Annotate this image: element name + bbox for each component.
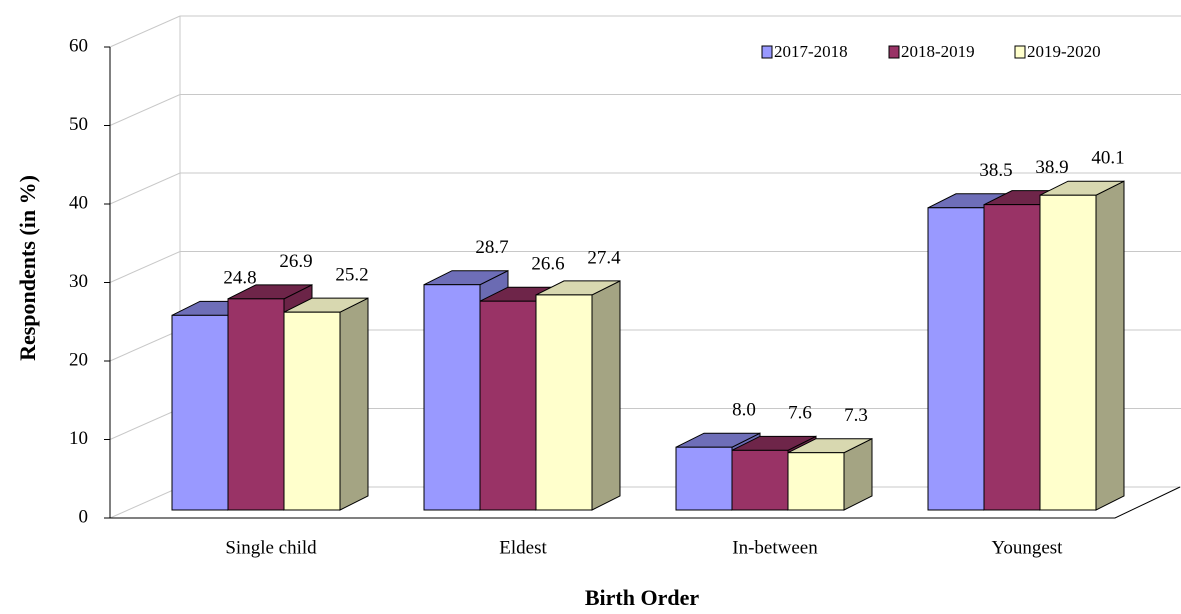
- grid-line: [109, 94, 1181, 126]
- data-label: 7.6: [788, 403, 812, 424]
- legend-label: 2017-2018: [774, 42, 848, 61]
- x-axis-title: Birth Order: [585, 585, 699, 610]
- y-tick-label: 20: [69, 349, 88, 370]
- bar: [423, 284, 481, 511]
- bar: [731, 449, 789, 511]
- floor: [110, 486, 1181, 519]
- bar-side: [339, 297, 369, 511]
- y-tick-label: 0: [79, 506, 89, 527]
- data-label: 25.2: [335, 265, 368, 286]
- y-tick-label: 10: [69, 428, 88, 449]
- data-label: 27.4: [587, 247, 621, 268]
- legend-swatch: [888, 45, 900, 59]
- data-label: 38.5: [979, 160, 1012, 181]
- y-tick-label: 30: [69, 271, 88, 292]
- x-tick-label: Youngest: [992, 537, 1064, 558]
- legend-label: 2019-2020: [1027, 42, 1101, 61]
- data-label: 38.9: [1035, 157, 1068, 178]
- bar: [479, 300, 537, 511]
- bar: [1039, 194, 1097, 511]
- x-tick-label: Eldest: [499, 537, 547, 558]
- bar: [675, 446, 733, 511]
- bar-side: [1095, 180, 1125, 511]
- data-label: 26.9: [279, 251, 312, 272]
- y-tick-label: 60: [69, 35, 88, 56]
- x-tick-label: Single child: [225, 537, 317, 558]
- legend-swatch: [761, 45, 773, 59]
- data-label: 8.0: [732, 400, 756, 421]
- grid-line: [109, 15, 1181, 48]
- y-tick-label: 50: [69, 114, 88, 135]
- bar: [927, 207, 985, 511]
- data-label: 7.3: [844, 405, 868, 426]
- y-axis-title: Respondents (in %): [15, 175, 40, 361]
- data-label: 26.6: [531, 254, 564, 275]
- data-label: 40.1: [1091, 148, 1124, 169]
- bar: [787, 452, 845, 511]
- data-label: 24.8: [223, 268, 256, 289]
- bar: [283, 311, 341, 511]
- bar: [535, 294, 593, 511]
- data-label: 28.7: [475, 237, 508, 258]
- legend-swatch: [1014, 45, 1026, 59]
- bar: [171, 314, 229, 511]
- legend-label: 2018-2019: [901, 42, 975, 61]
- x-tick-label: In-between: [732, 537, 818, 558]
- bar-side: [591, 280, 621, 511]
- bar: [983, 204, 1041, 511]
- bar: [227, 298, 285, 511]
- y-tick-label: 40: [69, 192, 88, 213]
